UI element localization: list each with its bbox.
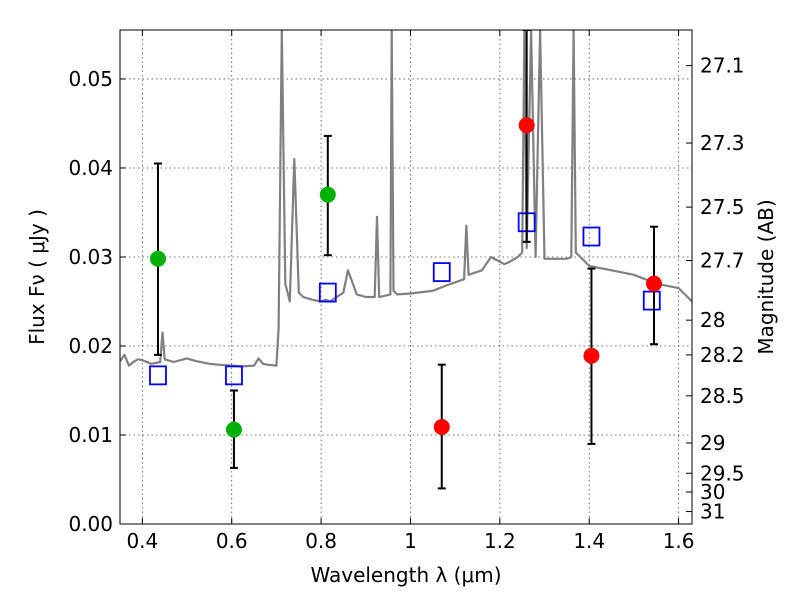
right-tick-label: 30: [700, 480, 725, 504]
plot-area: [120, 30, 692, 490]
data-point: [646, 275, 663, 292]
model-photometry-square: [582, 226, 601, 247]
x-tick-label: 0.6: [216, 529, 248, 553]
right-tick-label: 28: [700, 308, 725, 332]
right-tick-label: 31: [700, 500, 725, 524]
y-tick-label: 0.04: [68, 156, 113, 180]
x-tick-label: 0.8: [305, 529, 337, 553]
data-point: [433, 418, 450, 435]
y-tick-label: 0.05: [68, 67, 113, 91]
right-tick-label: 29: [700, 431, 725, 455]
model-photometry-square: [149, 365, 167, 386]
model-photometry-square: [318, 282, 337, 303]
y-tick-label: 0.00: [68, 512, 113, 536]
y-tick-label: 0.01: [68, 423, 113, 447]
model-photometry-square: [225, 365, 243, 386]
right-axis-label: Magnitude (AB): [754, 199, 778, 354]
x-axis-label: Wavelength λ (μm): [310, 563, 501, 587]
right-tick-label: 27.7: [700, 249, 745, 273]
x-tick-label: 0.4: [126, 529, 158, 553]
grid: [120, 30, 692, 525]
y-axis-label: Flux Fν ( μJy ): [25, 209, 49, 345]
x-tick-label: 1: [404, 529, 417, 553]
right-tick-label: 28.5: [700, 384, 745, 408]
right-tick-label: 29.5: [700, 461, 745, 485]
data-point: [518, 117, 535, 134]
x-tick-label: 1.6: [663, 529, 695, 553]
data-point: [225, 421, 242, 438]
model-photometry-square: [642, 290, 661, 311]
y-tick-label: 0.03: [68, 245, 113, 269]
plot-frame: [119, 29, 693, 525]
data-point: [149, 250, 166, 267]
x-tick-label: 1.2: [484, 529, 516, 553]
y-tick-label: 0.02: [68, 334, 113, 358]
right-tick-label: 27.3: [700, 131, 745, 155]
data-point: [583, 347, 600, 364]
model-photometry-square: [432, 262, 451, 283]
right-tick-label: 28.2: [700, 343, 745, 367]
spectrum-line: [120, 30, 692, 368]
x-tick-label: 1.4: [573, 529, 605, 553]
right-tick-label: 27.1: [700, 54, 745, 78]
ticks: 0.4 0.6 0.8 1 1.2 1.4 1.6 0.00 0.01 0.02 0.03 0.04 0…: [68, 30, 745, 553]
data-point: [319, 186, 336, 203]
right-tick-label: 27.5: [700, 195, 745, 219]
